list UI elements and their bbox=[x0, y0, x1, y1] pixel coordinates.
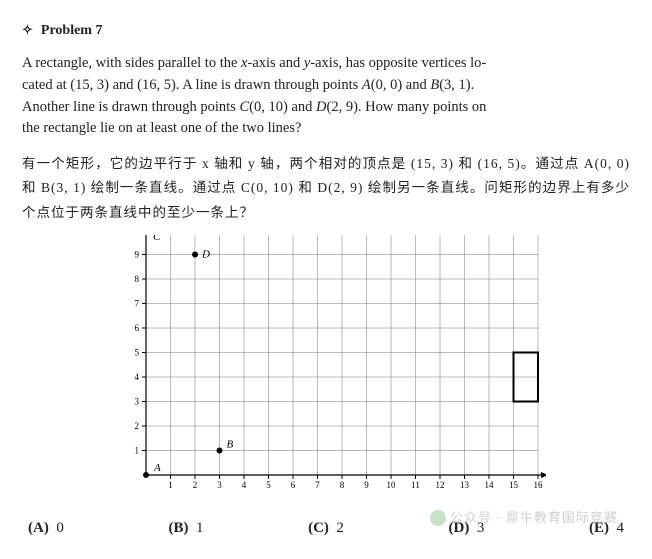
svg-text:3: 3 bbox=[135, 396, 140, 406]
svg-text:2: 2 bbox=[193, 480, 198, 490]
svg-text:1: 1 bbox=[168, 480, 173, 490]
svg-text:9: 9 bbox=[135, 249, 140, 259]
svg-text:2: 2 bbox=[135, 421, 140, 431]
svg-text:7: 7 bbox=[135, 298, 140, 308]
svg-text:11: 11 bbox=[411, 480, 420, 490]
svg-text:4: 4 bbox=[242, 480, 247, 490]
svg-text:8: 8 bbox=[135, 274, 140, 284]
svg-text:9: 9 bbox=[364, 480, 369, 490]
svg-text:B: B bbox=[227, 438, 234, 450]
svg-text:7: 7 bbox=[315, 480, 320, 490]
svg-text:A: A bbox=[153, 462, 161, 474]
option-c: (C) 2 bbox=[308, 517, 344, 540]
problem-statement-zh: 有一个矩形，它的边平行于 x 轴和 y 轴，两个相对的顶点是 (15, 3) 和… bbox=[22, 152, 630, 225]
option-d: (D) 3 bbox=[449, 517, 485, 540]
svg-text:D: D bbox=[201, 248, 210, 260]
answer-options: (A) 0 (B) 1 (C) 2 (D) 3 (E) 4 bbox=[22, 513, 630, 540]
problem-title: Problem 7 bbox=[41, 23, 103, 38]
svg-text:14: 14 bbox=[485, 480, 495, 490]
svg-text:13: 13 bbox=[460, 480, 470, 490]
svg-text:3: 3 bbox=[217, 480, 222, 490]
svg-text:5: 5 bbox=[135, 347, 140, 357]
svg-text:C: C bbox=[153, 235, 161, 243]
option-e: (E) 4 bbox=[589, 517, 624, 540]
svg-text:12: 12 bbox=[436, 480, 445, 490]
diamond-icon: ✧ bbox=[22, 22, 33, 37]
option-a: (A) 0 bbox=[28, 517, 64, 540]
problem-statement-en: A rectangle, with sides parallel to the … bbox=[22, 53, 630, 140]
svg-text:6: 6 bbox=[135, 323, 140, 333]
svg-text:10: 10 bbox=[387, 480, 397, 490]
problem-header: ✧ Problem 7 bbox=[22, 20, 630, 41]
svg-text:6: 6 bbox=[291, 480, 296, 490]
coordinate-graph: 1234567891011121314151612345678910ABCD bbox=[22, 235, 630, 501]
svg-text:15: 15 bbox=[509, 480, 519, 490]
svg-text:5: 5 bbox=[266, 480, 271, 490]
svg-text:16: 16 bbox=[534, 480, 544, 490]
svg-text:4: 4 bbox=[135, 372, 140, 382]
svg-text:1: 1 bbox=[135, 445, 140, 455]
option-b: (B) 1 bbox=[168, 517, 203, 540]
svg-text:8: 8 bbox=[340, 480, 345, 490]
